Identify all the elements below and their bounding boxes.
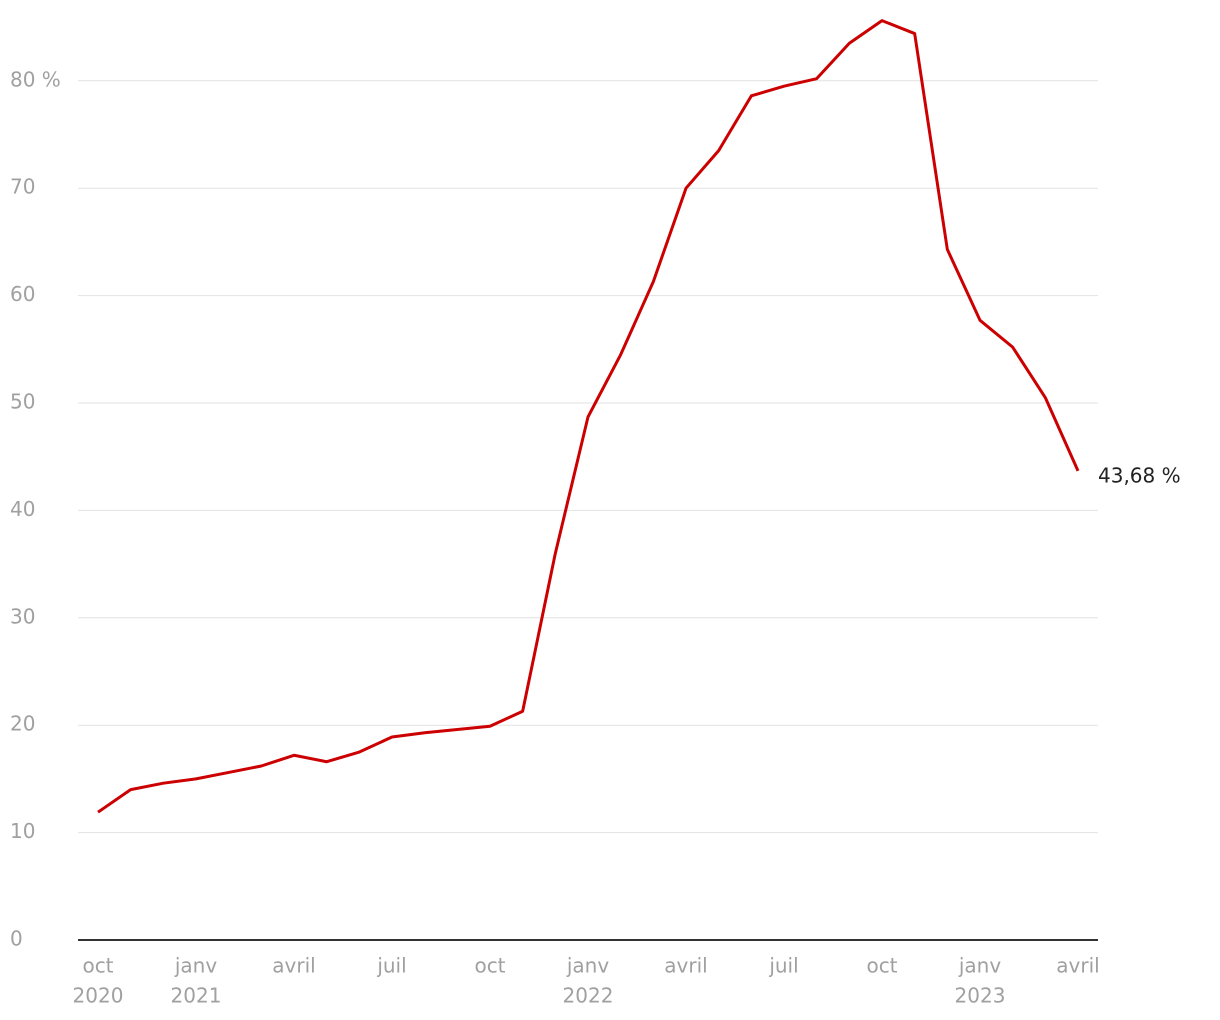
x-year-label: 2021	[171, 984, 222, 1008]
y-tick-label: 30	[10, 604, 35, 628]
x-tick-label: janv	[958, 954, 1001, 978]
y-tick-label: 50	[10, 390, 35, 414]
y-tick-label: 70	[10, 175, 35, 199]
y-tick-label: 0	[10, 927, 23, 951]
x-tick-label: juil	[376, 954, 406, 978]
x-tick-label: juil	[768, 954, 798, 978]
x-year-label: 2022	[563, 984, 614, 1008]
x-tick-label: avril	[664, 954, 707, 978]
x-tick-label: oct	[474, 954, 505, 978]
x-tick-label: janv	[174, 954, 217, 978]
line	[97, 19, 1080, 814]
y-tick-label: 20	[10, 712, 35, 736]
x-tick-label: avril	[272, 954, 315, 978]
x-tick-label: avril	[1056, 954, 1099, 978]
value-label: 43,68 %	[1098, 463, 1181, 487]
x-year-label: 2023	[955, 984, 1006, 1008]
y-tick-label: 60	[10, 282, 35, 306]
x-tick-label: janv	[566, 954, 609, 978]
y-tick-label: 40	[10, 497, 35, 521]
x-tick-label: oct	[82, 954, 113, 978]
x-tick-label: oct	[866, 954, 897, 978]
y-tick-label: 80 %	[10, 67, 61, 91]
y-tick-label: 10	[10, 819, 35, 843]
x-year-label: 2020	[73, 984, 124, 1008]
